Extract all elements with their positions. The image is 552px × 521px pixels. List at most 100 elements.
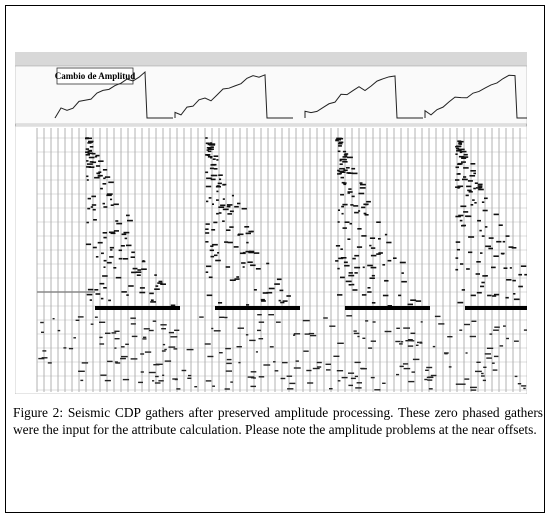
wavelet: [215, 259, 221, 262]
wavelet: [337, 169, 340, 172]
wavelet: [92, 208, 96, 211]
deep-wavelet: [419, 342, 423, 344]
deep-wavelet: [154, 382, 161, 384]
wavelet: [85, 148, 89, 150]
wavelet: [338, 141, 344, 144]
wavelet: [367, 264, 373, 267]
wavelet: [210, 255, 215, 258]
wavelet: [142, 260, 145, 262]
deep-wavelet: [428, 388, 433, 390]
deep-wavelet: [307, 382, 314, 384]
wavelet: [154, 288, 160, 290]
wavelet: [479, 229, 482, 232]
wavelet: [338, 257, 344, 260]
deep-wavelet: [382, 382, 386, 384]
deep-wavelet: [438, 323, 445, 325]
deep-wavelet: [403, 367, 411, 370]
deep-wavelet: [105, 332, 111, 334]
wavelet: [261, 300, 266, 302]
wavelet: [205, 142, 210, 145]
wavelet: [286, 295, 291, 297]
deep-wavelet: [407, 345, 414, 347]
deep-wavelet: [280, 377, 286, 380]
deep-wavelet: [286, 375, 293, 377]
wavelet: [360, 183, 366, 186]
wavelet: [237, 202, 241, 205]
deep-wavelet: [357, 335, 360, 338]
wavelet: [241, 262, 246, 264]
deep-wavelet: [503, 325, 506, 327]
wavelet: [468, 236, 475, 238]
deep-wavelet: [365, 320, 369, 322]
wavelet: [455, 268, 459, 271]
wavelet: [348, 284, 352, 286]
wavelet: [108, 181, 114, 184]
wavelet: [370, 247, 376, 249]
deep-wavelet: [523, 329, 527, 331]
wavelet: [115, 276, 122, 279]
wavelet: [378, 238, 381, 240]
deep-wavelet: [481, 375, 485, 377]
wavelet: [88, 140, 94, 143]
wavelet: [104, 176, 111, 178]
wavelet: [477, 183, 483, 186]
wavelet: [470, 170, 476, 172]
wavelet: [222, 220, 225, 222]
wavelet: [208, 197, 212, 199]
wavelet: [239, 252, 246, 255]
wavelet: [337, 150, 341, 153]
wavelet: [108, 231, 115, 234]
wavelet: [399, 261, 406, 264]
deep-wavelet: [476, 361, 481, 363]
wavelet: [262, 292, 269, 294]
wavelet: [481, 281, 485, 284]
deep-wavelet: [486, 347, 494, 349]
wavelet: [376, 253, 381, 255]
deep-wavelet: [94, 316, 98, 318]
gather-panel: [15, 125, 527, 394]
wavelet: [367, 287, 371, 289]
wavelet: [482, 209, 488, 212]
wavelet: [367, 291, 372, 293]
deep-wavelet: [78, 370, 85, 372]
deep-wavelet: [329, 325, 336, 327]
wavelet: [218, 302, 223, 304]
wavelet: [347, 192, 350, 194]
wavelet: [213, 168, 218, 170]
wavelet: [339, 167, 345, 170]
deep-wavelet: [174, 378, 178, 381]
deep-wavelet: [295, 360, 299, 362]
wavelet: [410, 299, 417, 301]
wavelet: [229, 226, 234, 228]
wavelet: [505, 296, 509, 299]
wavelet: [343, 261, 348, 264]
wavelet: [106, 261, 112, 264]
deep-wavelet: [471, 320, 477, 322]
wavelet: [86, 166, 91, 168]
deep-wavelet: [317, 366, 322, 368]
wavelet: [347, 172, 354, 174]
wavelet: [276, 278, 282, 281]
wavelet: [210, 174, 214, 177]
deep-wavelet: [205, 380, 212, 382]
wavelet: [210, 148, 214, 150]
strong-reflector: [465, 306, 527, 310]
wavelet: [103, 287, 107, 289]
wavelet: [219, 178, 222, 181]
deep-wavelet: [462, 383, 466, 385]
deep-wavelet: [470, 389, 477, 391]
wavelet: [85, 243, 92, 246]
wavelet: [478, 186, 483, 189]
wavelet: [247, 261, 253, 263]
wavelet: [337, 173, 341, 175]
wavelet: [485, 275, 488, 277]
deep-wavelet: [464, 378, 470, 380]
wavelets: [37, 137, 527, 391]
wavelet: [103, 206, 108, 208]
deep-wavelet: [289, 382, 296, 385]
wavelet: [131, 271, 137, 274]
wavelet: [100, 297, 104, 300]
wavelet: [96, 165, 101, 167]
deep-wavelet: [68, 347, 74, 350]
deep-wavelet: [399, 343, 403, 345]
